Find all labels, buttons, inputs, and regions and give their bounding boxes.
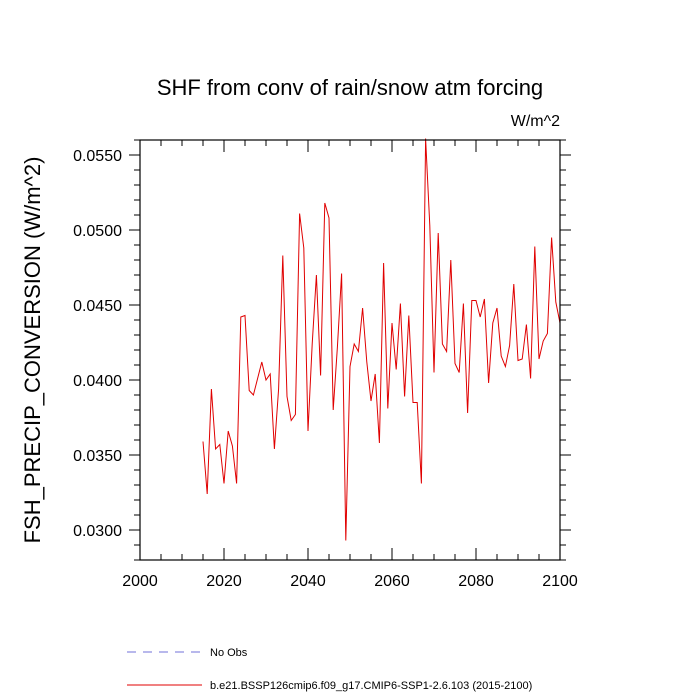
x-tick-label: 2020 [206, 573, 242, 590]
chart-title: SHF from conv of rain/snow atm forcing [157, 75, 543, 100]
y-tick-label: 0.0500 [73, 223, 122, 240]
x-tick-label: 2100 [542, 573, 578, 590]
legend-item: No Obs [127, 647, 248, 659]
legend-label: No Obs [210, 647, 248, 659]
x-tick-label: 2040 [290, 573, 326, 590]
x-tick-label: 2000 [122, 573, 158, 590]
x-tick-label: 2060 [374, 573, 410, 590]
series-line [202, 138, 561, 541]
y-tick-label: 0.0400 [73, 373, 122, 390]
y-tick-label: 0.0300 [73, 523, 122, 540]
y-tick-label: 0.0350 [73, 448, 122, 465]
plot-area [202, 138, 561, 541]
x-tick-label: 2080 [458, 573, 494, 590]
y-tick-label: 0.0550 [73, 148, 122, 165]
y-tick-label: 0.0450 [73, 298, 122, 315]
plot-frame [139, 139, 561, 561]
legend-item: b.e21.BSSP126cmip6.f09_g17.CMIP6-SSP1-2.… [127, 680, 532, 692]
y-axis-label: FSH_PRECIP_CONVERSION (W/m^2) [20, 157, 45, 544]
legend-label: b.e21.BSSP126cmip6.f09_g17.CMIP6-SSP1-2.… [210, 680, 532, 692]
axis-ticks: 2000 2020 2040 2060 2080 2100 0.0300 0.0350 0.04… [73, 139, 578, 590]
legend: No Obs b.e21.BSSP126cmip6.f09_g17.CMIP6-S… [127, 647, 532, 692]
units-label: W/m^2 [511, 113, 560, 130]
